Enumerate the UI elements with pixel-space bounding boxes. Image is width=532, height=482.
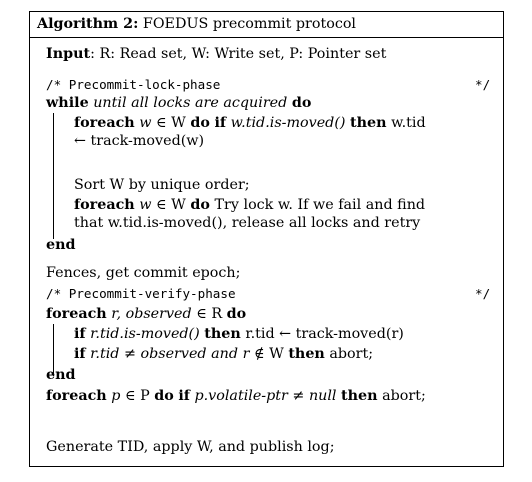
- if-observed-line: if r.tid ≠ observed and r ∉ W then abort…: [74, 345, 373, 363]
- if-statement: abort;: [382, 388, 426, 404]
- foreach-body-bar: [53, 324, 54, 376]
- if-condition: p.volatile-ptr: [194, 388, 288, 404]
- if-keyword: if: [74, 326, 86, 342]
- foreach-write-set-continuation: ← track-moved(w): [74, 133, 205, 149]
- while-end-keyword: end: [46, 237, 76, 253]
- foreach-read-set-line: foreach r, observed ∈ R do: [46, 305, 246, 323]
- foreach-set: ∈ P: [124, 388, 150, 404]
- foreach-try-lock-continuation: that w.tid.is-moved(), release all locks…: [74, 215, 421, 231]
- foreach-variable: w: [139, 197, 152, 213]
- do-keyword: do: [190, 197, 210, 213]
- if-moved-line: if r.tid.is-moved() then r.tid ← track-m…: [74, 325, 404, 343]
- do-keyword: do: [226, 306, 247, 322]
- while-line: while until all locks are acquired do: [46, 94, 311, 112]
- condition-tid: r.tid: [90, 346, 120, 362]
- if-statement: r.tid ← track-moved(r): [245, 326, 404, 342]
- foreach-keyword: foreach: [46, 388, 107, 404]
- fences-statement: Fences, get commit epoch;: [46, 265, 241, 281]
- foreach-variable: p: [111, 388, 121, 404]
- condition-and-r: and r: [211, 346, 250, 362]
- foreach-keyword: foreach: [74, 197, 135, 213]
- do-keyword: do: [190, 115, 210, 131]
- input-line: Input: R: Read set, W: Write set, P: Poi…: [46, 45, 386, 63]
- lock-phase-comment-close: */: [475, 77, 491, 92]
- foreach-keyword: foreach: [74, 115, 135, 131]
- verify-phase-comment: /* Precommit-verify-phase: [46, 286, 236, 301]
- verify-phase-comment-close: */: [475, 286, 491, 301]
- condition-notin: ∉ W: [253, 346, 284, 362]
- do-keyword: do: [154, 388, 174, 404]
- try-lock-text: Try lock w. If we fail and find: [214, 197, 426, 213]
- foreach-set: ∈ W: [156, 197, 186, 213]
- foreach-set: ∈ W: [156, 115, 186, 131]
- foreach-pointer-set-line: foreach p ∈ P do if p.volatile-ptr ≠ nul…: [46, 387, 426, 405]
- foreach-variable: w: [139, 115, 152, 131]
- algorithm-box: [29, 11, 504, 467]
- caption-rule: [30, 37, 503, 38]
- foreach-write-set-line: foreach w ∈ W do if w.tid.is-moved() the…: [74, 114, 426, 132]
- then-keyword: then: [204, 326, 241, 342]
- condition-neq: ≠: [292, 388, 305, 404]
- foreach-keyword: foreach: [46, 306, 107, 322]
- foreach-set: ∈ R: [196, 306, 223, 322]
- if-condition: w.tid.is-moved(): [230, 115, 346, 131]
- caption-label: Algorithm 2:: [37, 16, 139, 32]
- lock-phase-comment: /* Precommit-lock-phase: [46, 77, 221, 92]
- while-do-keyword: do: [291, 95, 312, 111]
- condition-observed: observed: [140, 346, 207, 362]
- foreach-end-keyword: end: [46, 367, 76, 383]
- algorithm-caption: Algorithm 2: FOEDUS precommit protocol: [37, 15, 356, 33]
- caption-title: FOEDUS precommit protocol: [142, 16, 357, 32]
- if-keyword: if: [74, 346, 86, 362]
- input-text: : R: Read set, W: Write set, P: Pointer …: [90, 46, 387, 62]
- if-keyword: if: [178, 388, 190, 404]
- statement-part-1: w.tid: [391, 115, 426, 131]
- foreach-try-lock-line: foreach w ∈ W do Try lock w. If we fail …: [74, 196, 425, 214]
- foreach-variables: r, observed: [111, 306, 192, 322]
- then-keyword: then: [288, 346, 325, 362]
- then-keyword: then: [350, 115, 387, 131]
- if-condition: r.tid.is-moved(): [90, 326, 200, 342]
- input-keyword: Input: [46, 46, 91, 62]
- condition-neq: ≠: [123, 346, 136, 362]
- if-keyword: if: [214, 115, 227, 131]
- condition-null: null: [308, 388, 337, 404]
- while-body-bar: [53, 113, 54, 239]
- while-keyword: while: [46, 95, 89, 111]
- while-condition: until all locks are acquired: [93, 95, 288, 111]
- final-statement: Generate TID, apply W, and publish log;: [46, 439, 335, 455]
- sort-statement: Sort W by unique order;: [74, 177, 250, 193]
- then-keyword: then: [341, 388, 378, 404]
- if-statement: abort;: [329, 346, 374, 362]
